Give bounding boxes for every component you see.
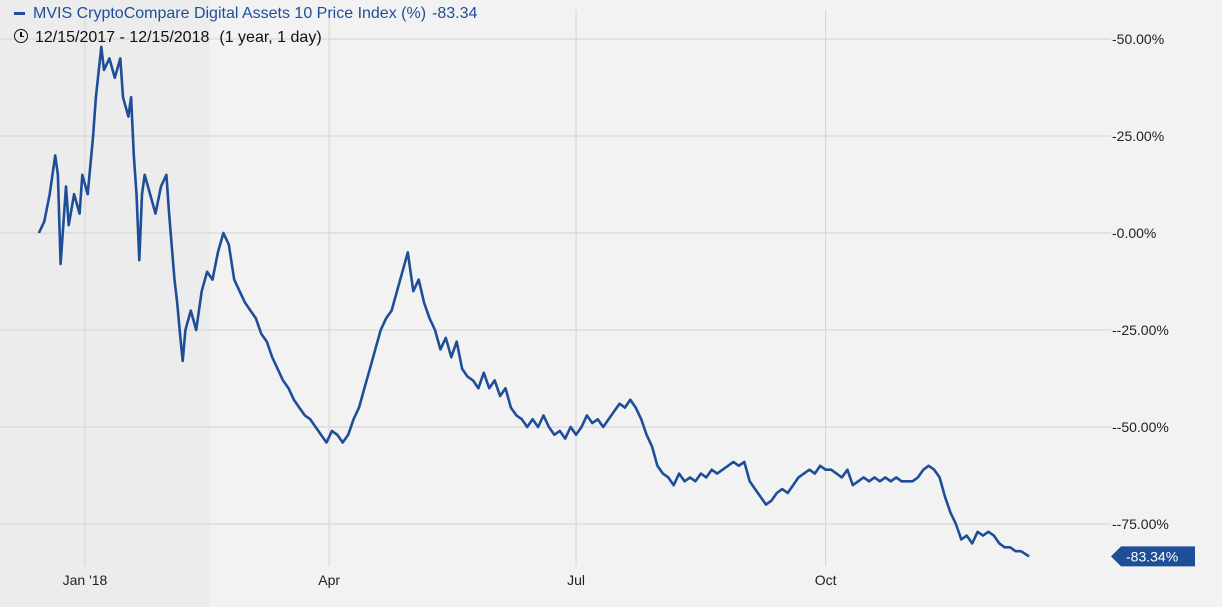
y-tick-label: --75.00% xyxy=(1112,516,1169,532)
clock-icon xyxy=(14,29,28,43)
y-tick-label: -50.00% xyxy=(1112,31,1164,47)
y-tick-label: -0.00% xyxy=(1112,225,1156,241)
date-range-text: 12/15/2017 - 12/15/2018 xyxy=(35,29,210,46)
x-tick-label: Jan '18 xyxy=(63,572,108,588)
date-range-description: (1 year, 1 day) xyxy=(219,29,322,46)
legend-series-name: MVIS CryptoCompare Digital Assets 10 Pri… xyxy=(33,5,427,22)
date-range: 12/15/2017 - 12/15/2018 (1 year, 1 day) xyxy=(14,29,322,47)
legend-last-value: -83.34 xyxy=(432,5,478,22)
x-axis-ticks: Jan '18 Apr Jul Oct xyxy=(63,572,837,588)
y-axis-ticks: -50.00% -25.00% -0.00% --25.00% --50.00% --75… xyxy=(1112,31,1169,532)
chart-grid xyxy=(0,10,1111,566)
x-tick-label: Oct xyxy=(815,572,837,588)
background-window xyxy=(210,0,1222,607)
x-tick-label: Apr xyxy=(318,572,340,588)
last-value-label: -83.34% xyxy=(1126,548,1178,564)
last-value-badge: -83.34% xyxy=(1111,546,1195,567)
y-tick-label: --25.00% xyxy=(1112,322,1169,338)
y-tick-label: --50.00% xyxy=(1112,419,1169,435)
legend-swatch xyxy=(14,12,25,16)
last-value-badge-shape xyxy=(1111,546,1195,567)
series-line xyxy=(37,45,1030,558)
x-tick-label: Jul xyxy=(567,572,585,588)
y-tick-label: -25.00% xyxy=(1112,128,1164,144)
chart-legend[interactable]: MVIS CryptoCompare Digital Assets 10 Pri… xyxy=(14,5,477,23)
